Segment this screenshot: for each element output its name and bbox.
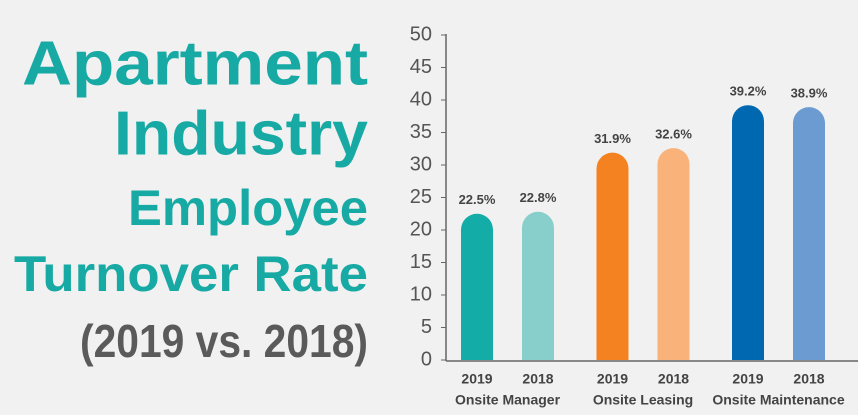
value-label: 39.2% [730, 84, 767, 99]
y-tick-label: 10 [410, 283, 432, 305]
value-label: 38.9% [791, 86, 828, 101]
y-tick-label: 25 [410, 186, 432, 208]
y-tick-label: 35 [410, 121, 432, 143]
bar [793, 107, 825, 361]
bar [522, 211, 554, 360]
y-tick-label: 40 [410, 88, 432, 110]
category-label: Onsite Maintenance [712, 392, 844, 408]
x-tick-label: 2018 [658, 371, 689, 387]
value-label: 22.5% [459, 192, 496, 207]
x-tick-label: 2019 [597, 371, 628, 387]
y-tick-label: 0 [421, 348, 432, 370]
subtitle: (2019 vs. 2018) [80, 315, 368, 367]
y-tick-label: 30 [410, 153, 432, 175]
bar [657, 148, 690, 360]
bar [461, 213, 493, 360]
category-label: Onsite Leasing [593, 392, 693, 408]
y-tick-label: 45 [410, 56, 432, 78]
y-tick-label: 15 [410, 251, 432, 273]
value-label: 32.6% [655, 127, 692, 142]
bar [732, 105, 764, 360]
title-line: Apartment [22, 29, 368, 98]
title-line: Employee [128, 180, 368, 236]
x-tick-label: 2018 [522, 371, 553, 387]
x-tick-label: 2018 [793, 371, 824, 387]
value-label: 22.8% [520, 190, 557, 205]
y-tick-label: 50 [410, 23, 432, 45]
title-line: Turnover Rate [14, 246, 368, 302]
title-line: Industry [114, 99, 369, 168]
x-tick-label: 2019 [461, 371, 492, 387]
y-tick-label: 5 [421, 316, 432, 338]
y-tick-label: 20 [410, 218, 432, 240]
x-tick-label: 2019 [732, 371, 763, 387]
value-label: 31.9% [594, 131, 631, 146]
bar [596, 152, 629, 360]
category-label: Onsite Manager [455, 392, 561, 408]
